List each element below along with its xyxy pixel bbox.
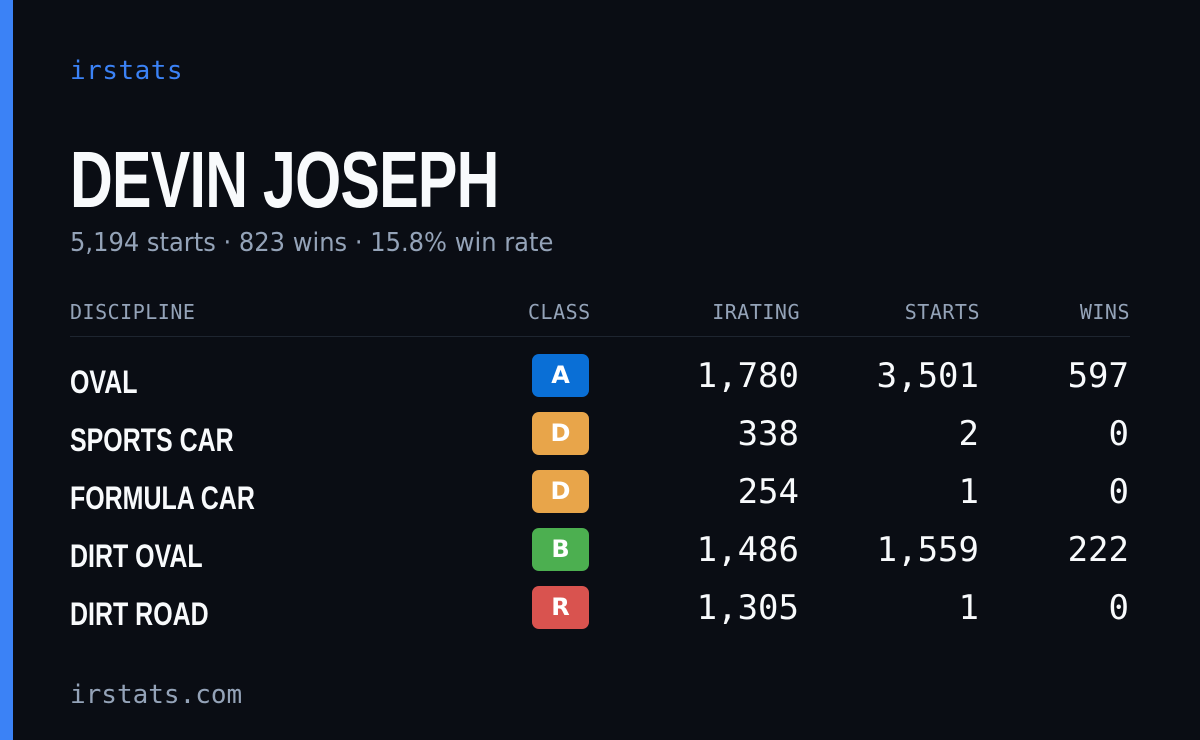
irating-value: 254 — [737, 472, 799, 512]
driver-name: DEVIN JOSEPH — [70, 135, 499, 224]
table-row: FORMULA CAR D 254 1 0 — [70, 470, 1130, 528]
footer-url: irstats.com — [70, 680, 243, 710]
discipline-name: DIRT ROAD — [70, 596, 209, 632]
starts-value: 3,501 — [876, 356, 979, 396]
table-header: DISCIPLINE CLASS IRATING STARTS WINS — [70, 300, 1130, 337]
starts-value: 1,559 — [876, 530, 979, 570]
discipline-name: DIRT OVAL — [70, 538, 203, 574]
wins-value: 597 — [1067, 356, 1129, 396]
table-row: SPORTS CAR D 338 2 0 — [70, 412, 1130, 470]
irating-value: 338 — [737, 414, 799, 454]
class-badge: R — [532, 586, 589, 629]
starts-value: 1 — [958, 472, 979, 512]
wins-value: 0 — [1108, 588, 1129, 628]
discipline-name: SPORTS CAR — [70, 422, 234, 458]
wins-value: 0 — [1108, 472, 1129, 512]
irating-value: 1,305 — [696, 588, 799, 628]
header-class: CLASS — [528, 300, 591, 324]
starts-value: 2 — [958, 414, 979, 454]
table-row: OVAL A 1,780 3,501 597 — [70, 354, 1130, 412]
class-badge: D — [532, 412, 589, 455]
discipline-name: OVAL — [70, 364, 138, 400]
class-badge: D — [532, 470, 589, 513]
table-row: DIRT OVAL B 1,486 1,559 222 — [70, 528, 1130, 586]
header-irating: IRATING — [712, 300, 800, 324]
brand-logo: irstats — [70, 56, 184, 86]
header-starts: STARTS — [904, 300, 980, 324]
discipline-name: FORMULA CAR — [70, 480, 255, 516]
driver-summary: 5,194 starts · 823 wins · 15.8% win rate — [70, 228, 554, 258]
header-discipline: DISCIPLINE — [70, 300, 196, 324]
starts-value: 1 — [958, 588, 979, 628]
wins-value: 0 — [1108, 414, 1129, 454]
table-row: DIRT ROAD R 1,305 1 0 — [70, 586, 1130, 644]
irating-value: 1,486 — [696, 530, 799, 570]
class-badge: A — [532, 354, 589, 397]
irating-value: 1,780 — [696, 356, 799, 396]
wins-value: 222 — [1067, 530, 1129, 570]
header-wins: WINS — [1079, 300, 1130, 324]
accent-bar — [0, 0, 13, 740]
class-badge: B — [532, 528, 589, 571]
